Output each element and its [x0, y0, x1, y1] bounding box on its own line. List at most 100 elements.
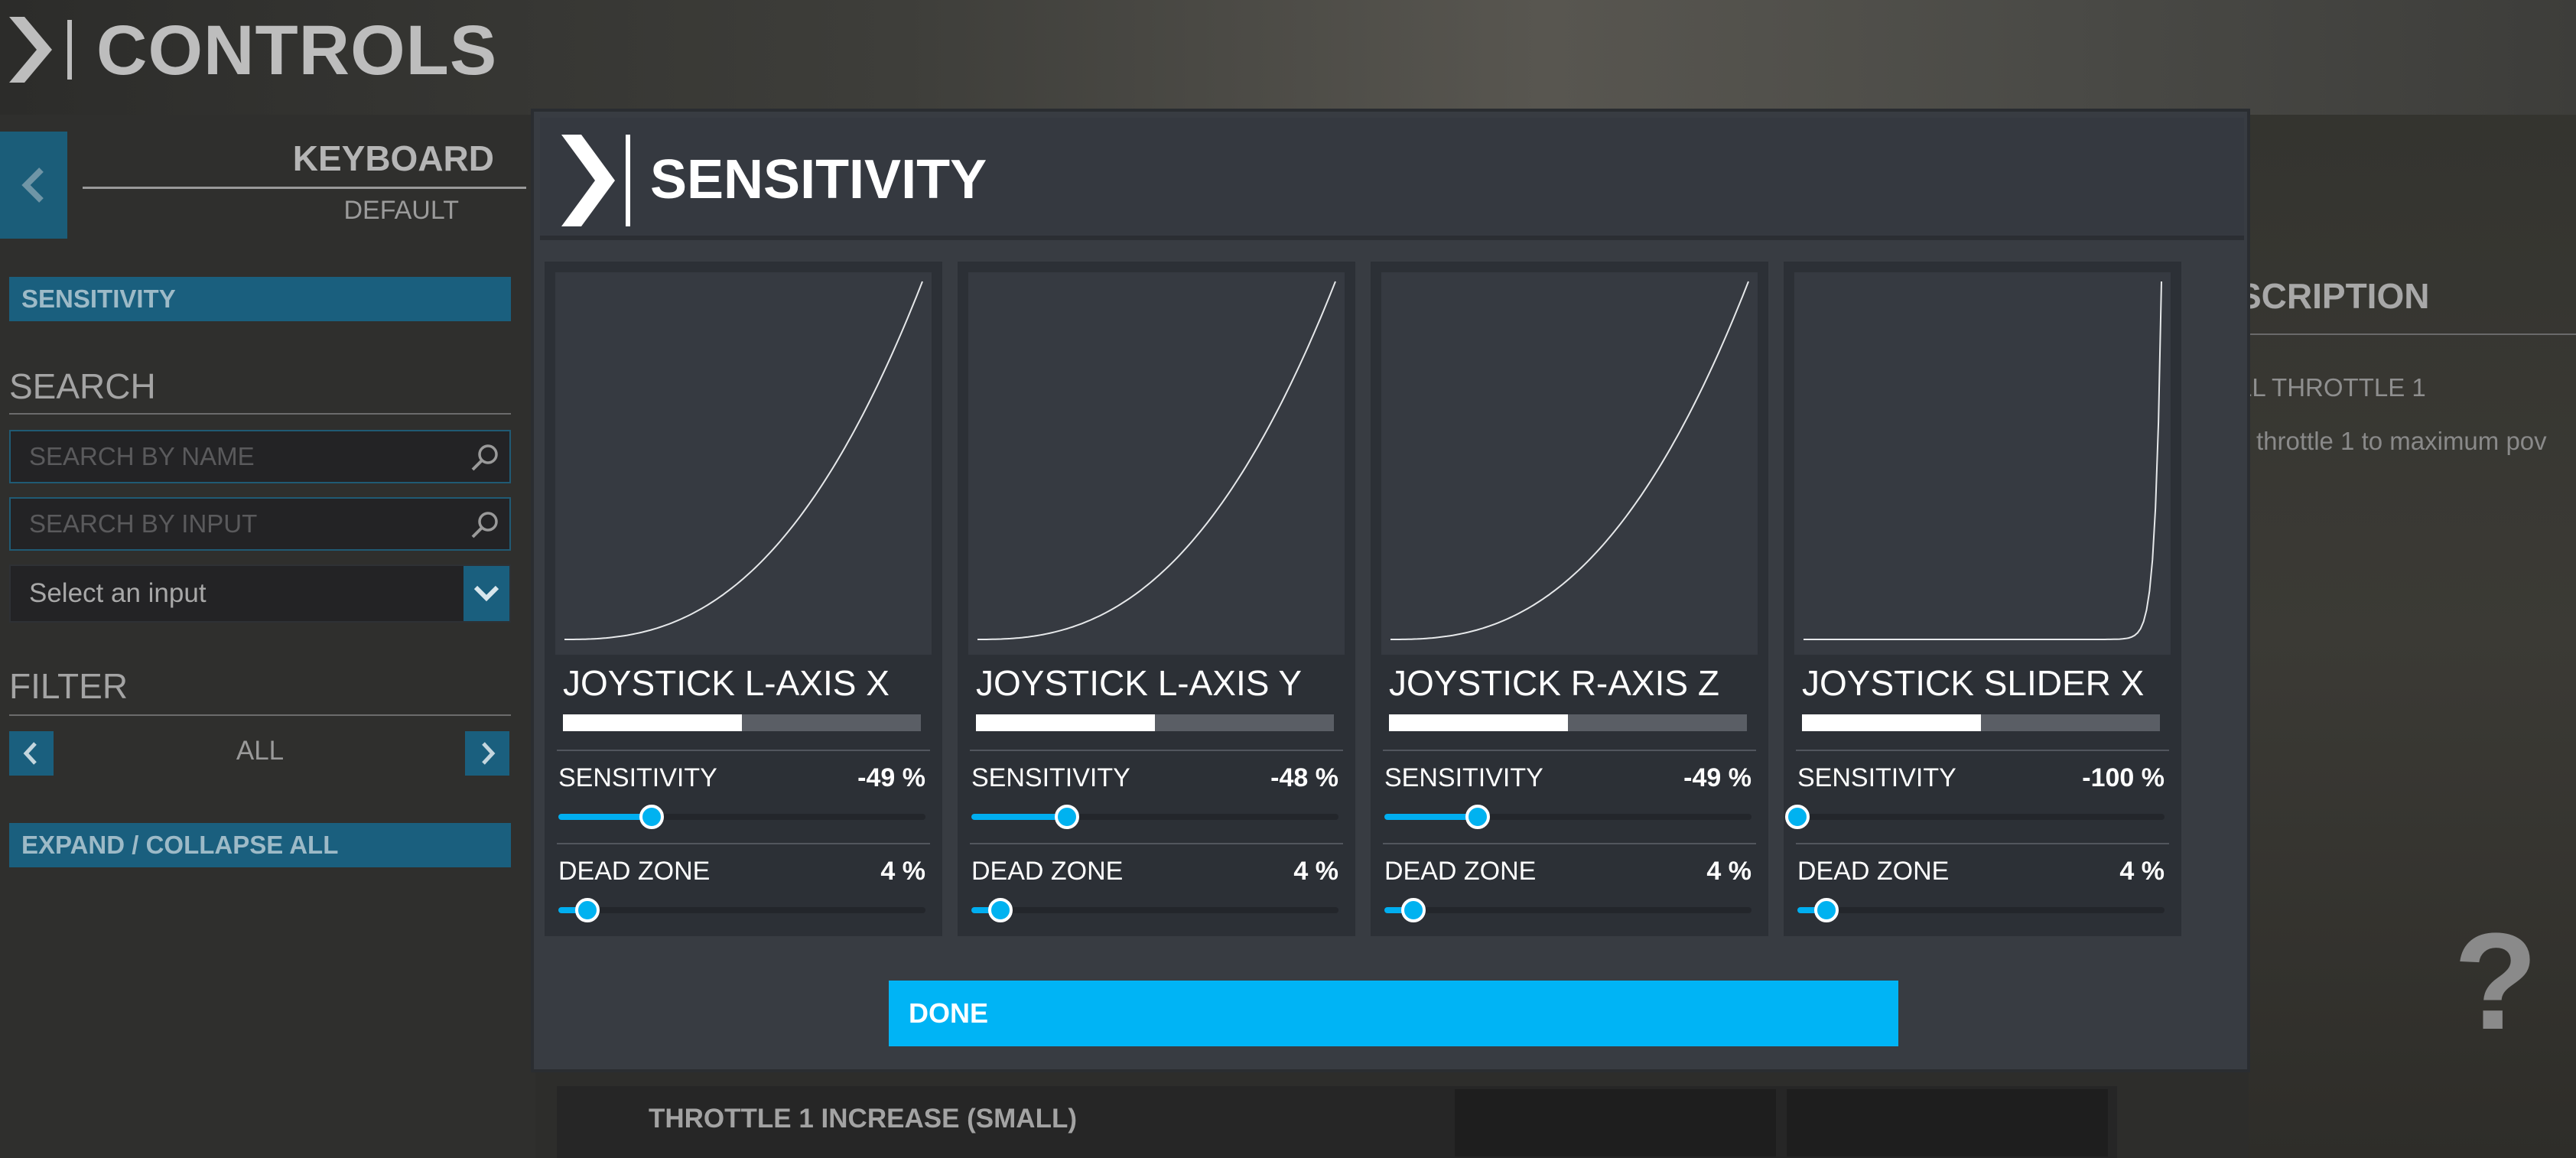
divider — [1796, 750, 2169, 751]
deadzone-slider-fill — [971, 907, 1001, 913]
axis-name: JOYSTICK L-AXIS X — [563, 663, 890, 703]
deadzone-slider[interactable] — [1384, 898, 1751, 922]
prev-chevron-icon — [23, 742, 37, 765]
axis-card: JOYSTICK L-AXIS Y SENSITIVITY -48 % DEAD… — [958, 262, 1355, 936]
sensitivity-slider-handle[interactable] — [639, 805, 665, 829]
deadzone-value: 4 % — [1293, 857, 1338, 886]
search-by-name-input[interactable]: SEARCH BY NAME — [9, 430, 511, 483]
deadzone-label: DEAD ZONE — [558, 857, 711, 886]
deadzone-slider-handle[interactable] — [1814, 898, 1839, 922]
sensitivity-slider-fill — [1384, 814, 1478, 820]
profile-name: DEFAULT — [343, 196, 459, 225]
deadzone-slider-handle[interactable] — [988, 898, 1013, 922]
search-by-input-input[interactable]: SEARCH BY INPUT — [9, 497, 511, 551]
axis-range-bar — [1802, 714, 2160, 731]
divider — [1383, 750, 1756, 751]
background-right-panel — [2249, 115, 2576, 1158]
deadzone-slider-fill — [558, 907, 588, 913]
binding-slot-2[interactable] — [1787, 1089, 2108, 1156]
sensitivity-slider-fill — [971, 814, 1067, 820]
sensitivity-slider[interactable] — [1384, 805, 1751, 829]
deadzone-value: 4 % — [1706, 857, 1751, 886]
modal-title: SENSITIVITY — [650, 149, 987, 210]
search-icon — [471, 512, 498, 538]
axis-range-bar — [1389, 714, 1747, 731]
chevron-logo-icon — [561, 135, 630, 226]
select-input-value: Select an input — [29, 578, 207, 608]
description-text: throttle 1 to maximum pov — [2256, 427, 2547, 455]
search-by-name-placeholder: SEARCH BY NAME — [29, 442, 255, 470]
description-action: LL THROTTLE 1 — [2238, 373, 2426, 402]
select-input-dropdown[interactable]: Select an input — [9, 564, 511, 623]
sensitivity-label: SENSITIVITY — [1797, 763, 1956, 792]
axis-card: JOYSTICK SLIDER X SENSITIVITY -100 % DEA… — [1784, 262, 2181, 936]
divider — [1796, 843, 2169, 844]
deadzone-slider[interactable] — [971, 898, 1338, 922]
search-title: SEARCH — [9, 366, 156, 406]
sensitivity-value: -49 % — [857, 763, 925, 792]
modal-header: SENSITIVITY — [540, 118, 2244, 240]
binding-slot-1[interactable] — [1455, 1089, 1776, 1156]
search-icon — [471, 444, 498, 471]
deadzone-value: 4 % — [2119, 857, 2165, 886]
chevron-logo-icon — [9, 17, 72, 83]
sensitivity-curve-graph — [968, 272, 1345, 655]
sensitivity-value: -100 % — [2082, 763, 2165, 792]
sensitivity-curve-graph — [1794, 272, 2171, 655]
sensitivity-modal: SENSITIVITY JOYSTICK L-AXIS X SENSITIVIT… — [531, 109, 2250, 1072]
sensitivity-slider[interactable] — [1785, 805, 2165, 829]
axis-range-fill — [976, 714, 1155, 731]
deadzone-slider[interactable] — [1797, 898, 2165, 922]
filter-next-button[interactable] — [465, 731, 509, 776]
expand-collapse-button[interactable]: EXPAND / COLLAPSE ALL — [9, 823, 511, 867]
deadzone-label: DEAD ZONE — [971, 857, 1124, 886]
divider — [557, 843, 930, 844]
axis-card: JOYSTICK L-AXIS X SENSITIVITY -49 % DEAD… — [545, 262, 942, 936]
deadzone-label: DEAD ZONE — [1797, 857, 1950, 886]
deadzone-slider-handle[interactable] — [575, 898, 600, 922]
sensitivity-value: -48 % — [1270, 763, 1338, 792]
filter-value: ALL — [236, 736, 285, 766]
divider — [1383, 843, 1756, 844]
sensitivity-slider-fill — [558, 814, 652, 820]
filter-divider — [9, 714, 511, 716]
table-row-label: THROTTLE 1 INCREASE (SMALL) — [649, 1104, 1077, 1134]
sensitivity-slider-handle[interactable] — [1785, 805, 1810, 829]
sensitivity-value: -49 % — [1683, 763, 1751, 792]
description-title: SCRIPTION — [2238, 276, 2430, 316]
axis-name: JOYSTICK L-AXIS Y — [976, 663, 1303, 703]
sensitivity-button[interactable]: SENSITIVITY — [9, 277, 511, 321]
done-button[interactable]: DONE — [889, 981, 1898, 1046]
back-chevron-icon — [21, 168, 44, 203]
sensitivity-label: SENSITIVITY — [558, 763, 717, 792]
divider — [557, 750, 930, 751]
description-divider — [2238, 333, 2576, 335]
back-button[interactable] — [0, 132, 67, 239]
sensitivity-slider[interactable] — [558, 805, 925, 829]
axis-range-bar — [563, 714, 921, 731]
sensitivity-curve — [977, 281, 1336, 640]
axis-range-fill — [1802, 714, 1981, 731]
search-by-input-placeholder: SEARCH BY INPUT — [29, 509, 258, 538]
dropdown-chevron-icon — [473, 585, 499, 602]
sensitivity-slider-handle[interactable] — [1465, 805, 1491, 829]
axis-card: JOYSTICK R-AXIS Z SENSITIVITY -49 % DEAD… — [1371, 262, 1768, 936]
deadzone-slider-handle[interactable] — [1401, 898, 1426, 922]
deadzone-slider-fill — [1384, 907, 1414, 913]
sensitivity-slider[interactable] — [971, 805, 1338, 829]
divider — [970, 843, 1343, 844]
next-chevron-icon — [482, 742, 496, 765]
sensitivity-label: SENSITIVITY — [1384, 763, 1543, 792]
dropdown-button[interactable] — [463, 566, 509, 621]
device-name: KEYBOARD — [292, 138, 494, 178]
sensitivity-slider-handle[interactable] — [1054, 805, 1079, 829]
background-header — [0, 0, 2576, 115]
sensitivity-label: SENSITIVITY — [971, 763, 1130, 792]
help-icon[interactable]: ? — [2454, 905, 2538, 1059]
filter-prev-button[interactable] — [9, 731, 54, 776]
deadzone-slider-fill — [1797, 907, 1827, 913]
divider — [970, 750, 1343, 751]
device-divider — [83, 187, 526, 189]
deadzone-slider[interactable] — [558, 898, 925, 922]
background-left-panel — [0, 115, 535, 1158]
